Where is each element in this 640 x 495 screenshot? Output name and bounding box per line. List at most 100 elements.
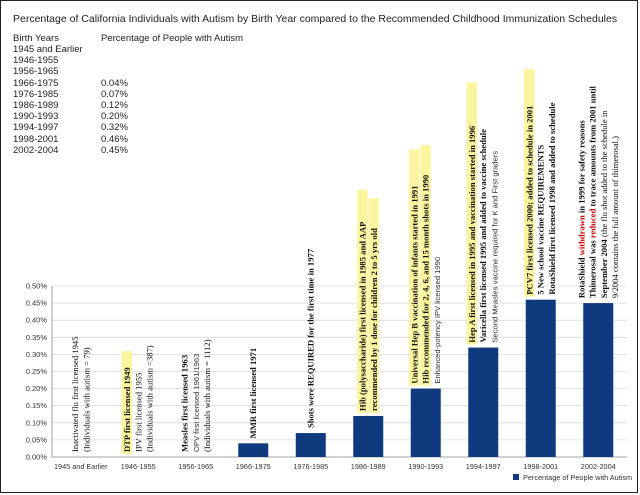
y-tick-label: 0.15% [26,401,48,410]
annotation-segment: RotaShield [576,255,586,298]
bar [410,388,441,457]
annotation-segment: in 1999 for safety reasons [576,120,586,216]
table-cell-percentage: 0.04% [101,77,128,89]
y-tick-label: 0.45% [26,299,48,308]
annotation-segment: (Individuals with autism =387) [145,345,155,452]
annotation-line: RotaShield first licensed 1998 and added… [547,102,557,294]
annotation-highlight [368,198,379,413]
table-cell-birth-years: 1994-1997 [13,122,59,134]
annotation-line: RotaShield withdrawn in 1999 for safety … [576,120,586,298]
annotation-line: (Individuals with autism = 1112) [202,339,212,452]
annotation-line: Second Measles vaccine required for K an… [491,151,500,343]
table-cell-birth-years: 2002-2004 [13,144,59,156]
x-tick-label: 1976-1985 [293,462,328,471]
annotation-highlight [420,145,431,386]
annotation-segment: 9/2004 contains the full amount of thime… [610,136,620,298]
x-tick-label: 1966-1975 [236,462,271,471]
table-header-percentage: Percentage of People with Autism [101,33,244,44]
table-cell-birth-years: 1976-1985 [13,88,59,100]
annotation-group: Inactivated flu first licensed 1945 (Indi… [70,337,91,453]
annotation-segment: (the flu shot added to the schedule in [599,110,609,240]
annotation-line: recommended by 1 dose for children 2 to … [369,228,379,411]
annotation-highlight [466,82,477,345]
table-cell-birth-years: 1966-1975 [13,77,59,89]
annotation-line: PCV7 first licensed 2000; added to sched… [524,106,534,295]
annotation-line: Universal Hep B vaccination of infants s… [409,185,419,383]
annotation-group: Hib (polysaccharide) first licensed in 1… [357,189,379,413]
annotation-highlight [121,351,132,454]
annotation-line: Hib (polysaccharide) first licensed in 1… [358,222,368,411]
annotation-group: RotaShield withdrawn in 1999 for safety … [576,85,620,298]
annotation-group: Measles first licensed 1963 OPV first lic… [179,339,212,452]
annotation-line: IPV first licensed 1955 [133,373,143,452]
annotation-segment: IPV first licensed 1955 [133,373,143,452]
annotation-group: Shots were REQUIRED for the first time i… [306,248,316,428]
legend-swatch [513,474,519,480]
annotation-line: 5 New school vaccine REQUIREMENTS [536,145,546,295]
y-tick-label: 0.40% [26,316,48,325]
table-cell-birth-years: 1990-1993 [13,111,59,123]
annotation-line: (Individuals with autism = 79) [81,347,91,452]
annotation-segment: Inactivated flu first licensed 1945 [70,337,80,453]
annotation-segment: MMR first licensed 1971 [248,348,258,438]
annotation-segment: OPV first licensed 1961/1963 [192,354,201,452]
annotation-segment: PCV7 first licensed 2000; added to sched… [524,106,534,295]
table-cell-percentage: 0.32% [101,122,128,134]
annotation-emphasis: withdrawn [576,215,586,255]
annotation-group: DTP first licensed 1949 IPV first license… [121,345,155,454]
annotation-segment: Varicella first licensed 1995 and added … [478,129,488,343]
annotation-line: 9/2004 contains the full amount of thime… [610,136,620,298]
table-cell-birth-years: 1945 and Earlier [13,44,83,55]
table-cell-birth-years: 1946-1955 [13,55,59,67]
annotation-line: OPV first licensed 1961/1963 [192,354,201,452]
bar [353,415,384,457]
annotation-segment: Enhanced-potency IPV licensed 1990 [433,257,442,384]
annotation-segment: Second Measles vaccine required for K an… [491,151,500,343]
annotation-segment: RotaShield first licensed 1998 and added… [547,102,557,294]
y-tick-label: 0.20% [26,384,48,393]
y-tick-label: 0.25% [26,367,48,376]
y-tick-label: 0.35% [26,333,48,342]
annotation-segment: Universal Hep B vaccination of infants s… [409,185,419,383]
annotation-line: Hep A first licensed in 1995 and vaccina… [467,125,477,342]
table-cell-percentage: 0.07% [101,88,128,100]
x-tick-label: 1946-1955 [121,462,156,471]
y-tick-label: 0.50% [26,282,48,291]
x-tick-label: 1986-1989 [351,462,386,471]
table-cell-percentage: 0.45% [101,144,128,156]
annotation-segment: Hib (polysaccharide) first licensed in 1… [358,222,368,411]
bar [468,347,499,457]
annotation-line: DTP first licensed 1949 [122,367,132,452]
annotation-line: Inactivated flu first licensed 1945 [70,337,80,453]
table-cell-percentage: 0.20% [101,111,128,123]
annotation-segment: (Individuals with autism = 1112) [202,339,212,452]
annotation-group: Universal Hep B vaccination of infants s… [408,145,442,386]
x-tick-label: 2002-2004 [581,462,616,471]
annotation-highlight [408,149,420,386]
annotation-segment: Measles first licensed 1963 [179,355,189,452]
x-tick-label: 1945 and Earlier [54,462,108,471]
annotation-segment: DTP first licensed 1949 [122,367,132,452]
annotation-segment: Hib recommended for 2, 4, 6, and 15 mont… [421,175,431,384]
table-cell-percentage: 0.46% [101,133,128,145]
annotation-segment: (Individuals with autism = 79) [81,347,91,452]
y-tick-label: 0.00% [26,453,48,462]
annotation-line: (Individuals with autism =387) [145,345,155,452]
table-cell-birth-years: 1956-1965 [13,66,59,78]
table-cell-percentage: 0.12% [101,99,128,111]
x-tick-label: 1956-1965 [178,462,213,471]
annotation-line: Hib recommended for 2, 4, 6, and 15 mont… [421,175,431,384]
annotation-segment: 5 New school vaccine REQUIREMENTS [536,145,546,295]
y-tick-label: 0.10% [26,418,48,427]
annotation-segment: September 2004 [599,239,609,298]
annotation-group: Hep A first licensed in 1995 and vaccina… [466,82,500,345]
x-tick-label: 1990-1993 [408,462,443,471]
annotation-line: Measles first licensed 1963 [179,355,189,452]
annotation-line: Enhanced-potency IPV licensed 1990 [433,257,442,384]
x-tick-label: 1994-1997 [466,462,501,471]
legend-label: Percentage of People with Autism [523,473,632,482]
annotation-line: Varicella first licensed 1995 and added … [478,129,488,343]
table-cell-birth-years: 1998-2001 [13,133,59,145]
